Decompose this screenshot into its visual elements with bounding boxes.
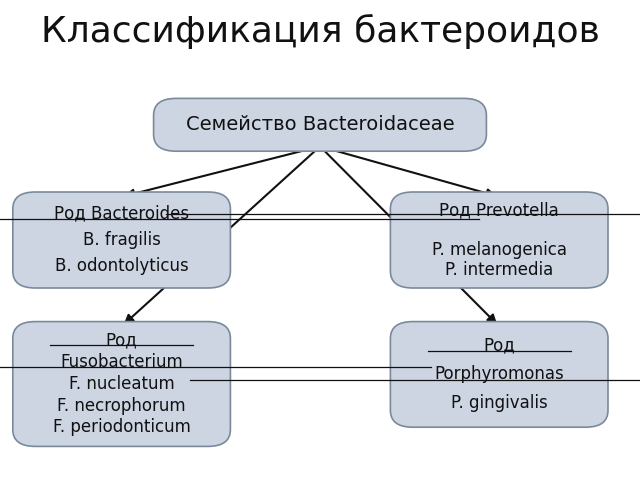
Text: Классификация бактероидов: Классификация бактероидов	[40, 14, 600, 49]
Text: Porphyromonas: Porphyromonas	[435, 365, 564, 384]
FancyBboxPatch shape	[154, 98, 486, 151]
Text: F. necrophorum: F. necrophorum	[58, 397, 186, 415]
Text: B. fragilis: B. fragilis	[83, 231, 161, 249]
FancyBboxPatch shape	[13, 322, 230, 446]
Text: Род: Род	[483, 336, 515, 354]
Text: P. intermedia: P. intermedia	[445, 261, 554, 279]
Text: Род: Род	[106, 332, 138, 349]
FancyBboxPatch shape	[390, 192, 608, 288]
FancyBboxPatch shape	[390, 322, 608, 427]
Text: B. odontolyticus: B. odontolyticus	[55, 257, 188, 275]
Text: Род Bacteroides: Род Bacteroides	[54, 205, 189, 223]
Text: Род Prevotella: Род Prevotella	[439, 201, 559, 219]
Text: F. periodonticum: F. periodonticum	[52, 419, 191, 436]
Text: Семейство Bacteroidaceae: Семейство Bacteroidaceae	[186, 115, 454, 134]
Text: P. gingivalis: P. gingivalis	[451, 395, 548, 412]
FancyBboxPatch shape	[13, 192, 230, 288]
Text: F. nucleatum: F. nucleatum	[68, 375, 175, 393]
Text: Fusobacterium: Fusobacterium	[60, 353, 183, 371]
Text: P. melanogenica: P. melanogenica	[432, 241, 566, 259]
